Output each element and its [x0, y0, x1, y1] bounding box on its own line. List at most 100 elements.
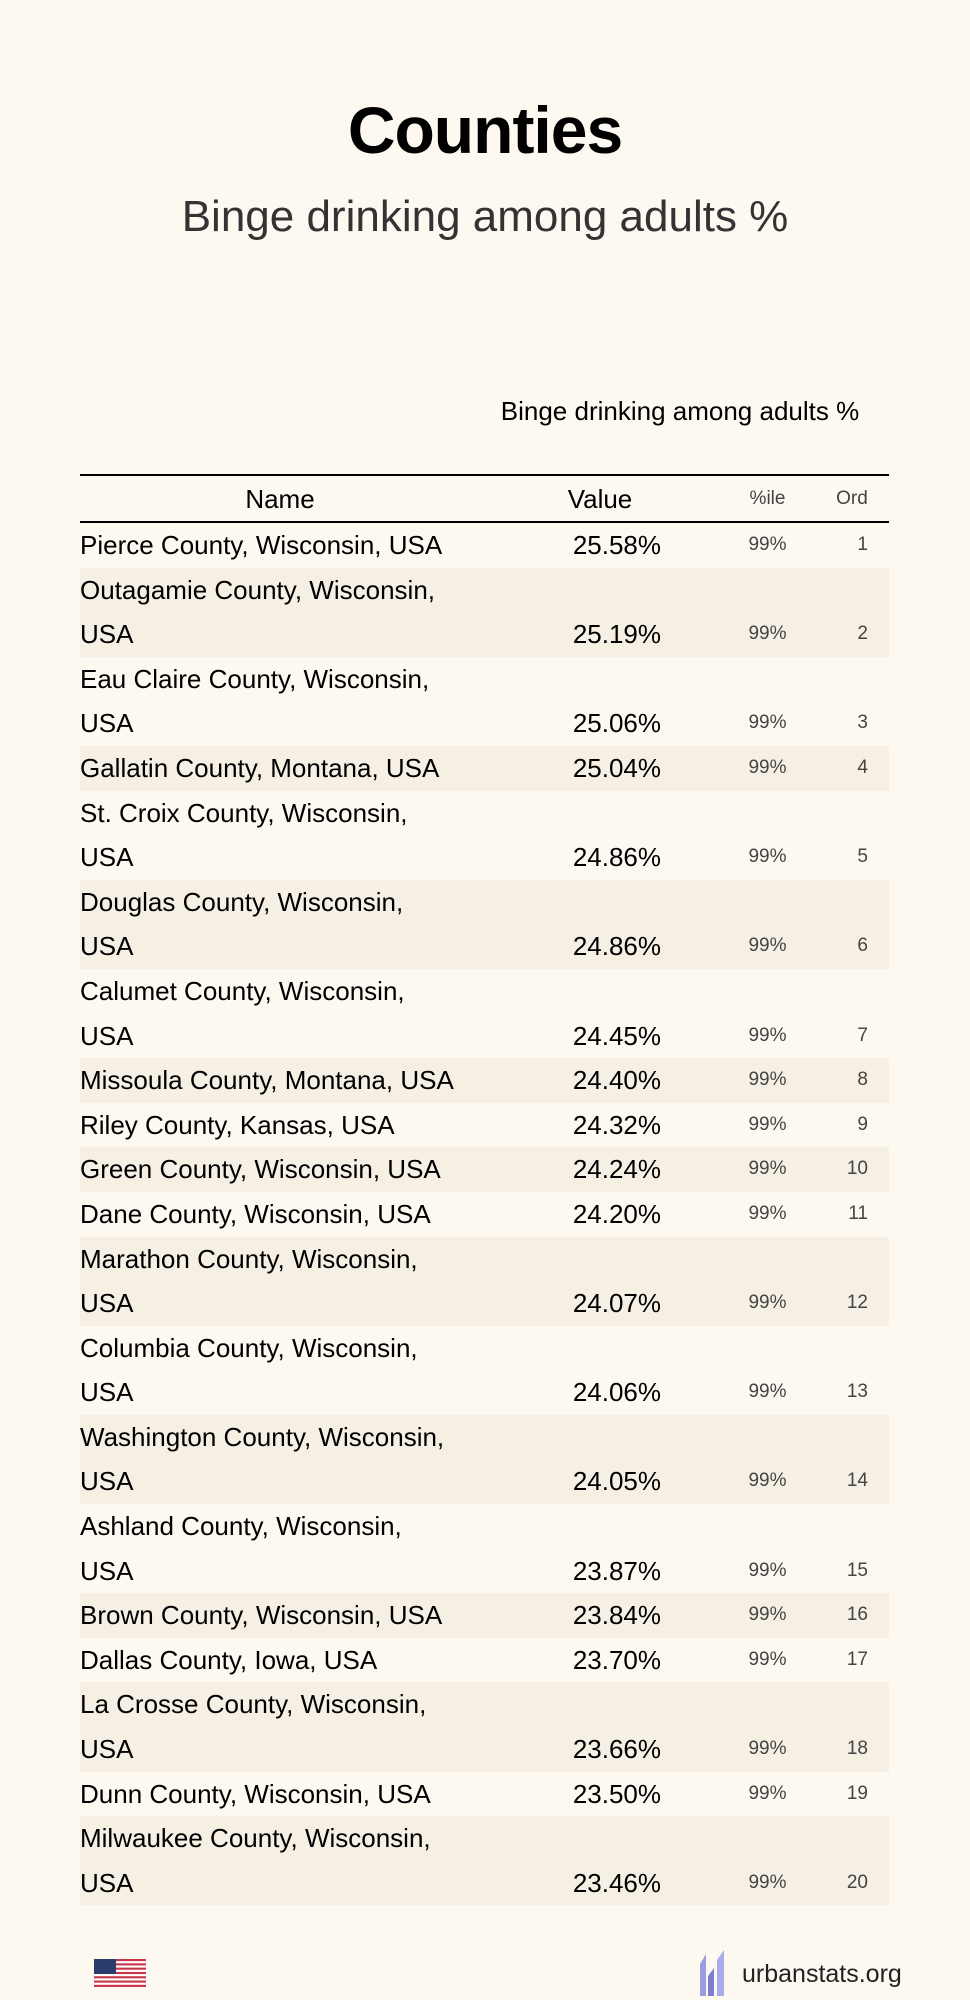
table-row[interactable]: Pierce County, Wisconsin, USA 25.58% 99% 1 — [80, 523, 889, 568]
row-value: 24.86% — [572, 842, 661, 873]
row-name[interactable]: St. Croix County, Wisconsin, USA — [80, 797, 408, 873]
row-name[interactable]: Riley County, Kansas, USA — [80, 1109, 395, 1140]
statistic-column-header[interactable]: Binge drinking among adults % — [500, 396, 860, 426]
row-ordinal: 9 — [857, 1113, 868, 1135]
table-row[interactable]: Calumet County, Wisconsin, USA 24.45% 99% 7 — [80, 969, 889, 1058]
row-name[interactable]: Douglas County, Wisconsin, USA — [80, 886, 404, 962]
table-row[interactable]: Marathon County, Wisconsin, USA 24.07% 99%… — [80, 1236, 889, 1326]
row-name[interactable]: Washington County, Wisconsin, USA — [80, 1421, 445, 1497]
column-header-ordinal[interactable]: Ord — [836, 488, 868, 509]
row-value: 25.04% — [572, 752, 661, 783]
row-percentile: 99% — [748, 1069, 787, 1091]
table-row[interactable]: Dunn County, Wisconsin, USA 23.50% 99% 19 — [80, 1772, 889, 1817]
row-value: 24.05% — [572, 1466, 661, 1497]
row-percentile: 99% — [748, 1024, 787, 1046]
row-name[interactable]: Columbia County, Wisconsin, USA — [80, 1332, 418, 1408]
header-divider — [80, 521, 889, 523]
row-ordinal: 8 — [857, 1069, 868, 1091]
row-percentile: 99% — [748, 1604, 787, 1626]
table-row[interactable]: Milwaukee County, Wisconsin, USA 23.46% 99… — [80, 1816, 889, 1906]
row-name[interactable]: Milwaukee County, Wisconsin, USA — [80, 1823, 431, 1898]
row-percentile: 99% — [748, 1871, 787, 1893]
row-percentile: 99% — [748, 1381, 787, 1403]
row-percentile: 99% — [748, 1738, 787, 1760]
column-header-percentile[interactable]: %ile — [749, 488, 786, 509]
row-ordinal: 18 — [846, 1738, 868, 1760]
row-value: 24.07% — [572, 1288, 661, 1319]
row-percentile: 99% — [748, 1470, 787, 1492]
row-name[interactable]: Missoula County, Montana, USA — [80, 1065, 454, 1096]
table-row[interactable]: Washington County, Wisconsin, USA 24.05% 9… — [80, 1414, 889, 1505]
row-value: 23.70% — [572, 1644, 661, 1675]
row-name[interactable]: Dallas County, Iowa, USA — [80, 1644, 378, 1675]
row-name[interactable]: Outagamie County, Wisconsin, USA — [80, 574, 435, 650]
row-name[interactable]: Dane County, Wisconsin, USA — [80, 1198, 431, 1229]
table-row[interactable]: Gallatin County, Montana, USA 25.04% 99% 4 — [80, 745, 889, 791]
row-name[interactable]: Gallatin County, Montana, USA — [80, 752, 440, 783]
table-row[interactable]: Ashland County, Wisconsin, USA 23.87% 99% 1… — [80, 1504, 889, 1593]
table-row[interactable]: Missoula County, Montana, USA 24.40% 99% 8 — [80, 1058, 889, 1103]
row-percentile: 99% — [748, 1202, 787, 1224]
column-header-value[interactable]: Value — [567, 483, 633, 514]
row-ordinal: 2 — [857, 623, 868, 645]
row-value: 25.06% — [572, 708, 661, 739]
row-percentile: 99% — [748, 1559, 787, 1581]
row-percentile: 99% — [748, 1782, 787, 1804]
row-value: 24.20% — [572, 1198, 661, 1229]
row-name[interactable]: Marathon County, Wisconsin, USA — [80, 1243, 418, 1319]
row-percentile: 99% — [748, 846, 787, 868]
page-subtitle: Binge drinking among adults % — [181, 192, 789, 241]
row-ordinal: 15 — [846, 1559, 868, 1581]
row-ordinal: 11 — [848, 1202, 868, 1224]
row-percentile: 99% — [748, 756, 787, 778]
table-row[interactable]: Douglas County, Wisconsin, USA 24.86% 99% 6 — [80, 879, 889, 969]
column-header-name[interactable]: Name — [245, 483, 315, 514]
table-row[interactable]: Green County, Wisconsin, USA 24.24% 99% 10 — [80, 1147, 889, 1192]
table-row[interactable]: St. Croix County, Wisconsin, USA 24.86% 99… — [80, 791, 889, 880]
row-value: 25.19% — [572, 619, 661, 650]
row-name[interactable]: Dunn County, Wisconsin, USA — [80, 1778, 431, 1809]
row-name[interactable]: La Crosse County, Wisconsin, USA — [80, 1689, 427, 1765]
row-name[interactable]: Ashland County, Wisconsin, USA — [80, 1511, 402, 1586]
row-ordinal: 19 — [846, 1782, 868, 1804]
row-ordinal: 6 — [857, 935, 868, 957]
site-link[interactable]: urbanstats.org — [742, 1960, 902, 1988]
table-row[interactable]: Columbia County, Wisconsin, USA 24.06% 99%… — [80, 1326, 889, 1415]
row-value: 24.40% — [572, 1065, 661, 1096]
page-title: Counties — [347, 93, 623, 167]
row-name[interactable]: Eau Claire County, Wisconsin, USA — [80, 663, 430, 739]
urbanstats-logo-icon[interactable] — [698, 1950, 730, 1996]
us-flag-icon[interactable] — [94, 1959, 146, 1987]
table-body: Pierce County, Wisconsin, USA 25.58% 99% 1 O… — [80, 523, 889, 1906]
row-ordinal: 10 — [846, 1158, 868, 1180]
row-ordinal: 14 — [846, 1470, 868, 1492]
row-ordinal: 4 — [857, 756, 868, 778]
row-name[interactable]: Green County, Wisconsin, USA — [80, 1154, 441, 1185]
row-value: 23.50% — [572, 1778, 661, 1809]
row-ordinal: 1 — [857, 534, 868, 555]
row-name[interactable]: Calumet County, Wisconsin, USA — [80, 975, 405, 1051]
row-ordinal: 16 — [846, 1604, 868, 1626]
row-value: 23.66% — [572, 1734, 661, 1765]
row-name[interactable]: Pierce County, Wisconsin, USA — [80, 530, 443, 560]
row-value: 23.46% — [572, 1867, 661, 1898]
row-value: 23.87% — [572, 1555, 661, 1586]
row-ordinal: 7 — [857, 1024, 868, 1046]
row-ordinal: 12 — [846, 1292, 868, 1314]
table-row[interactable]: La Crosse County, Wisconsin, USA 23.66% 99… — [80, 1682, 889, 1772]
row-ordinal: 13 — [846, 1381, 868, 1403]
row-value: 24.32% — [572, 1109, 661, 1140]
row-percentile: 99% — [748, 534, 787, 555]
row-value: 23.84% — [572, 1600, 661, 1631]
table-row[interactable]: Dane County, Wisconsin, USA 24.20% 99% 11 — [80, 1192, 889, 1237]
table-row[interactable]: Dallas County, Iowa, USA 23.70% 99% 17 — [80, 1638, 889, 1683]
row-percentile: 99% — [748, 1158, 787, 1180]
table-row[interactable]: Eau Claire County, Wisconsin, USA 25.06% 9… — [80, 657, 889, 746]
table-row[interactable]: Brown County, Wisconsin, USA 23.84% 99% 16 — [80, 1593, 889, 1638]
row-name[interactable]: Brown County, Wisconsin, USA — [80, 1600, 443, 1631]
row-percentile: 99% — [748, 1648, 787, 1670]
table-row[interactable]: Riley County, Kansas, USA 24.32% 99% 9 — [80, 1103, 889, 1148]
row-percentile: 99% — [748, 623, 787, 645]
table-row[interactable]: Outagamie County, Wisconsin, USA 25.19% 99… — [80, 567, 889, 657]
